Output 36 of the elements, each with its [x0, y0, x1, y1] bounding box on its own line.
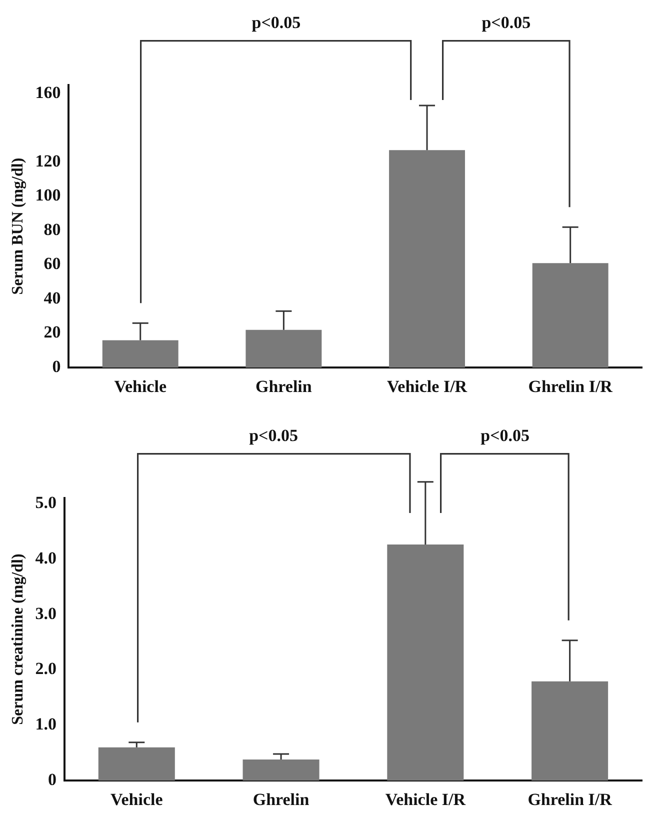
y-tick-label: 3.0 — [35, 604, 56, 623]
text: p<0.05 — [482, 12, 531, 32]
x-tick-label: Ghrelin I/R — [528, 377, 614, 396]
y-tick-label: 1.0 — [35, 714, 56, 734]
bar — [532, 263, 608, 368]
text: p<0.05 — [252, 12, 301, 32]
bar — [98, 747, 175, 781]
text: p<0.05 — [480, 426, 530, 445]
x-tick-label: Vehicle I/R — [386, 377, 468, 396]
x-tick-label: Ghrelin — [256, 377, 312, 396]
y-tick-label: 80 — [44, 220, 61, 239]
y-axis-title: Serum BUN (mg/dl) — [10, 158, 27, 295]
y-tick-label: 4.0 — [35, 548, 56, 568]
bar — [242, 760, 320, 781]
x-tick-label: Vehicle — [114, 377, 167, 396]
y-tick-label: 2.0 — [35, 659, 56, 678]
text: p<0.05 — [249, 426, 298, 445]
bar — [532, 681, 608, 781]
y-tick-label: 0 — [52, 356, 61, 376]
bar — [389, 150, 465, 368]
y-tick-label: 5.0 — [35, 492, 56, 512]
y-tick-label: 60 — [44, 254, 61, 274]
bar — [246, 330, 322, 368]
y-tick-label: 160 — [35, 82, 61, 102]
y-tick-label: 0 — [48, 770, 56, 789]
x-tick-label: Ghrelin — [252, 790, 310, 810]
y-tick-label: 100 — [35, 186, 61, 205]
bar — [387, 544, 464, 781]
x-tick-label: Vehicle I/R — [385, 790, 466, 810]
y-tick-label: 40 — [44, 288, 61, 308]
bar — [102, 340, 178, 368]
x-tick-label: Vehicle — [110, 790, 164, 810]
x-tick-label: Ghrelin I/R — [528, 790, 613, 810]
y-tick-label: 20 — [44, 322, 61, 342]
y-axis-title: Serum creatinine (mg/dl) — [10, 554, 27, 725]
y-tick-label: 120 — [35, 151, 61, 170]
